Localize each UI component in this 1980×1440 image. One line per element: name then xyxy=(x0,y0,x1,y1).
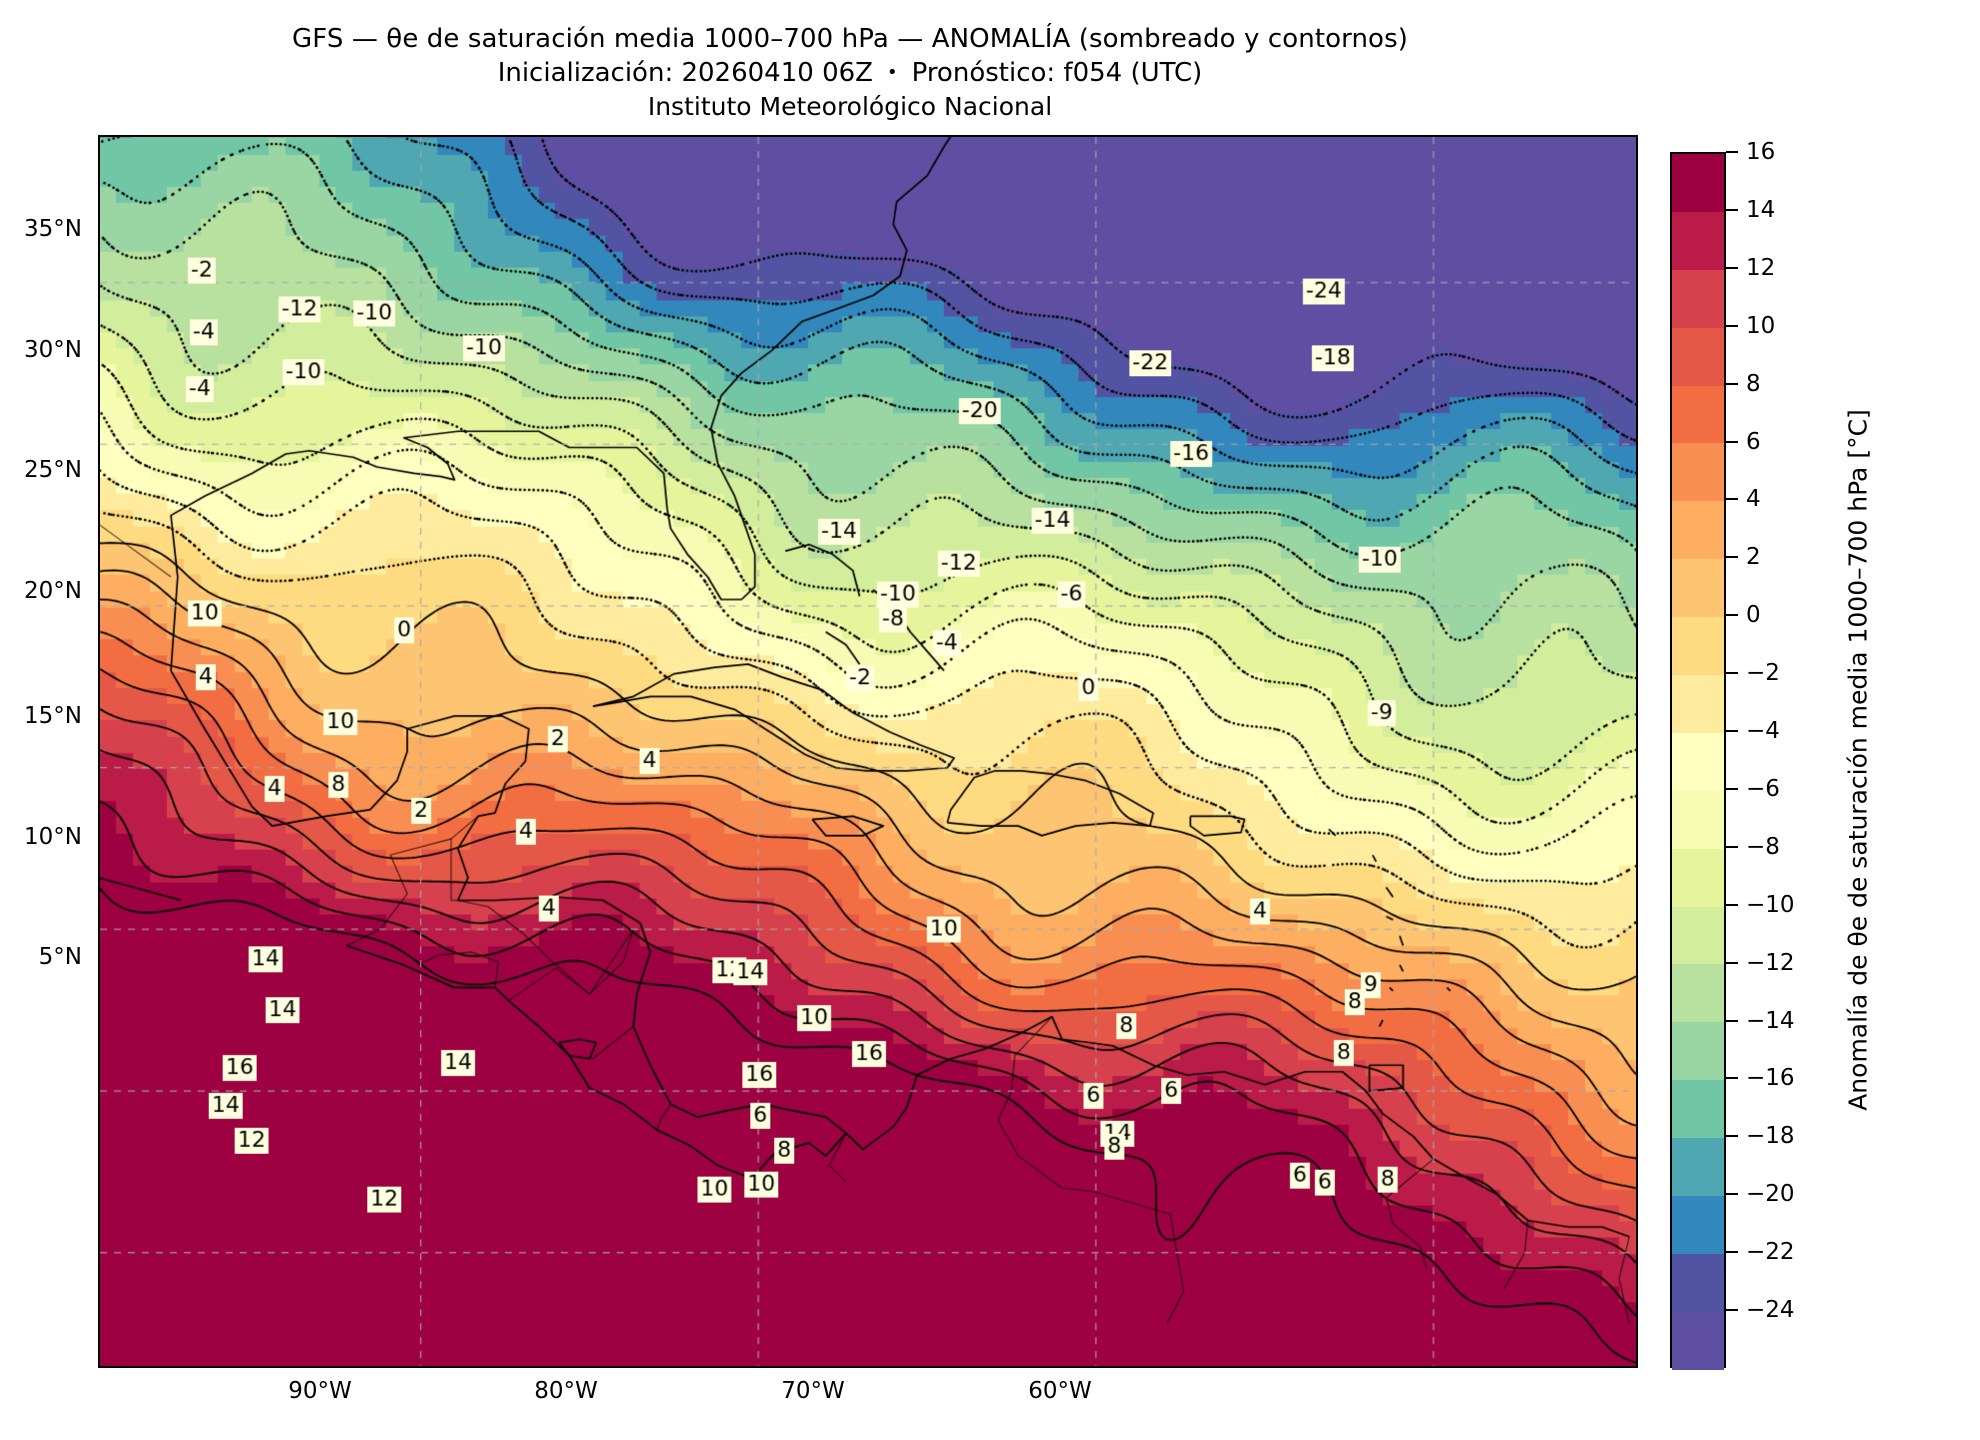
colorbar-tick xyxy=(1726,151,1738,153)
colorbar-tick xyxy=(1726,556,1738,559)
colorbar-tick xyxy=(1726,903,1738,906)
ytick-label-5n: 5°N xyxy=(38,944,82,970)
ytick-label-25n: 25°N xyxy=(24,457,82,483)
colorbar-band xyxy=(1672,732,1724,791)
colorbar-tick-label: −18 xyxy=(1746,1123,1795,1150)
colorbar-tick-label: 6 xyxy=(1746,428,1761,455)
colorbar-tick-label: −24 xyxy=(1746,1297,1795,1324)
colorbar-tick-label: −22 xyxy=(1746,1239,1795,1266)
colorbar-band xyxy=(1672,385,1724,444)
page-title: GFS — θe de saturación media 1000–700 hP… xyxy=(292,24,1408,54)
colorbar-band xyxy=(1672,1080,1724,1139)
colorbar-tick xyxy=(1726,845,1738,848)
ytick-label-35n: 35°N xyxy=(24,216,82,242)
colorbar-band xyxy=(1672,906,1724,965)
ytick-label-20n: 20°N xyxy=(24,578,82,604)
colorbar-tick-label: 16 xyxy=(1746,139,1776,165)
xtick-label-60w: 60°W xyxy=(1028,1378,1092,1404)
colorbar-tick xyxy=(1726,382,1738,385)
colorbar-tick xyxy=(1726,787,1738,790)
map-axes xyxy=(98,135,1638,1368)
colorbar-tick xyxy=(1726,498,1738,501)
colorbar-band xyxy=(1672,617,1724,676)
colorbar-tick-label: −10 xyxy=(1746,891,1795,918)
colorbar-axis-label: Anomalía de θe de saturación media 1000–… xyxy=(1843,409,1873,1111)
colorbar-band xyxy=(1672,154,1724,212)
colorbar-tick xyxy=(1726,1309,1738,1312)
ytick-label-30n: 30°N xyxy=(24,337,82,363)
attribution-label: Instituto Meteorológico Nacional xyxy=(647,92,1053,121)
figure-title-block: GFS — θe de saturación media 1000–700 hP… xyxy=(0,22,1700,124)
colorbar-tick xyxy=(1726,614,1738,617)
colorbar-band xyxy=(1672,1196,1724,1254)
colorbar-band xyxy=(1672,211,1724,270)
colorbar-band xyxy=(1672,1138,1724,1197)
xtick-label-90w: 90°W xyxy=(288,1378,352,1404)
init-time-label: Inicialización: 20260410 06Z xyxy=(497,58,873,88)
xtick-label-80w: 80°W xyxy=(534,1378,598,1404)
bullet-separator-icon: • xyxy=(886,62,898,83)
colorbar-tick-label: −4 xyxy=(1746,718,1780,745)
colorbar-tick xyxy=(1726,324,1738,327)
colorbar-tick-label: 8 xyxy=(1746,370,1761,397)
colorbar-tick-label: −12 xyxy=(1746,949,1795,976)
colorbar-tick-label: 4 xyxy=(1746,486,1761,513)
colorbar[interactable] xyxy=(1670,152,1726,1370)
colorbar-tick-label: −16 xyxy=(1746,1065,1795,1092)
colorbar-tick xyxy=(1726,730,1738,733)
colorbar-band xyxy=(1672,848,1724,907)
colorbar-tick-label: 14 xyxy=(1746,196,1776,223)
ytick-label-15n: 15°N xyxy=(24,703,82,729)
colorbar-tick xyxy=(1726,1077,1738,1080)
colorbar-tick-label: −20 xyxy=(1746,1181,1795,1208)
xtick-label-70w: 70°W xyxy=(781,1378,845,1404)
colorbar-tick xyxy=(1726,672,1738,675)
forecast-hour-label: Pronóstico: f054 (UTC) xyxy=(911,58,1203,88)
colorbar-tick xyxy=(1726,1135,1738,1138)
colorbar-band xyxy=(1672,327,1724,386)
colorbar-tick xyxy=(1726,208,1738,211)
colorbar-tick xyxy=(1726,266,1738,269)
colorbar-band xyxy=(1672,1022,1724,1081)
colorbar-tick-label: 0 xyxy=(1746,602,1761,629)
colorbar-tick-label: 12 xyxy=(1746,254,1776,281)
colorbar-band xyxy=(1672,501,1724,560)
colorbar-tick xyxy=(1726,1193,1738,1196)
colorbar-tick-label: −14 xyxy=(1746,1007,1795,1034)
colorbar-band xyxy=(1672,675,1724,733)
colorbar-tick-label: 2 xyxy=(1746,544,1761,571)
colorbar-tick xyxy=(1726,440,1738,443)
colorbar-band xyxy=(1672,269,1724,328)
colorbar-band xyxy=(1672,964,1724,1023)
colorbar-band xyxy=(1672,1253,1724,1312)
colorbar-tick-label: −6 xyxy=(1746,775,1780,802)
colorbar-band xyxy=(1672,790,1724,849)
colorbar-tick xyxy=(1726,1251,1738,1254)
colorbar-tick-label: −8 xyxy=(1746,833,1780,860)
colorbar-band xyxy=(1672,559,1724,618)
colorbar-tick-label: 10 xyxy=(1746,312,1776,339)
colorbar-band xyxy=(1672,1311,1724,1370)
map-raster xyxy=(100,137,1636,1366)
colorbar-band xyxy=(1672,443,1724,502)
colorbar-group: 16 14 12 10 8 6 4 2 0 −2 −4 −6 −8 −10 −12 −14 −16 −18 −20 −… xyxy=(1670,139,1795,1370)
figure-subtitle: Inicialización: 20260410 06Z • Pronóstico:… xyxy=(0,56,1700,90)
ytick-label-10n: 10°N xyxy=(24,824,82,850)
colorbar-tick-label: −2 xyxy=(1746,660,1780,687)
colorbar-tick xyxy=(1726,1019,1738,1022)
colorbar-tick xyxy=(1726,961,1738,964)
